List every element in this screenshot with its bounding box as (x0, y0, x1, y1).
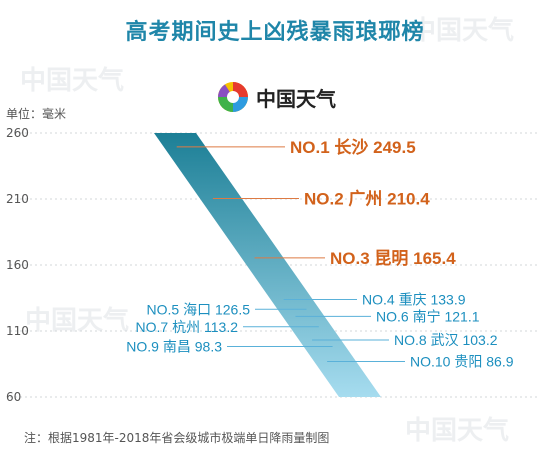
data-label: NO.3 昆明 165.4 (330, 249, 456, 268)
data-label: NO.6 南宁 121.1 (376, 308, 480, 324)
chart-title: 高考期间史上凶残暴雨琅琊榜 (125, 20, 425, 45)
data-label: NO.1 长沙 249.5 (290, 137, 416, 157)
rainfall-band (154, 133, 381, 397)
y-tick-label: 260 (6, 126, 29, 140)
data-label: NO.5 海口 126.5 (147, 301, 251, 317)
y-tick-label: 110 (6, 324, 29, 338)
y-tick-label: 160 (6, 258, 29, 272)
watermark: 中国天气 (405, 416, 510, 446)
brand: 中国天气 (216, 80, 336, 114)
data-label: NO.2 广州 210.4 (304, 189, 430, 209)
watermark: 中国天气 (410, 16, 515, 46)
data-label: NO.9 南昌 98.3 (126, 338, 222, 354)
data-label: NO.7 杭州 113.2 (136, 319, 239, 335)
y-tick-label: 210 (6, 192, 29, 206)
data-label: NO.8 武汉 103.2 (394, 332, 498, 348)
y-tick-label: 60 (6, 390, 21, 404)
watermark: 中国天气 (20, 66, 125, 96)
data-label: NO.4 重庆 133.9 (362, 291, 466, 307)
brand-name: 中国天气 (256, 86, 336, 111)
unit-label: 单位：毫米 (6, 107, 67, 121)
data-label: NO.10 贵阳 86.9 (410, 354, 514, 370)
footnote: 注：根据1981年-2018年省会级城市极端单日降雨量制图 (24, 431, 330, 445)
rainbow-swirl-logo-icon (218, 82, 248, 112)
